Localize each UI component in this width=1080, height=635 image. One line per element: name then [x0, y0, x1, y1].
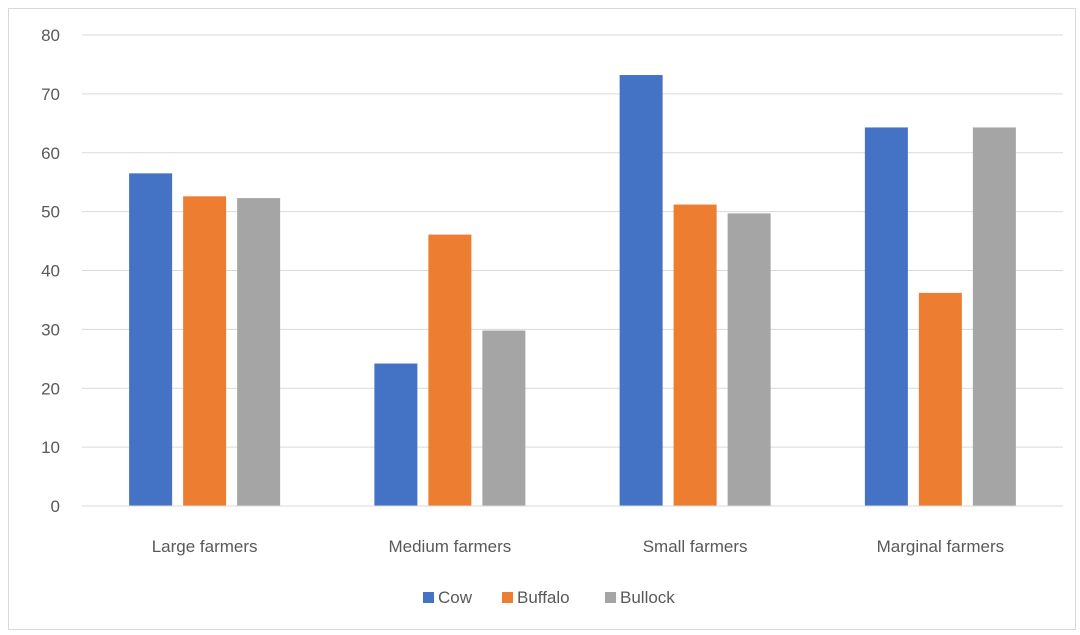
x-category-label: Medium farmers [388, 537, 511, 556]
y-tick-label: 30 [41, 320, 60, 339]
bar-buffalo-marginal-farmers [918, 292, 962, 506]
legend-label-buffalo: Buffalo [517, 588, 570, 607]
bars [129, 75, 1016, 507]
bar-bullock-medium-farmers [482, 330, 526, 506]
y-tick-label: 40 [41, 262, 60, 281]
x-axis: Large farmers Medium farmers Small farmers… [82, 505, 1063, 556]
bar-cow-marginal-farmers [864, 127, 908, 506]
legend-label-cow: Cow [438, 588, 473, 607]
bar-cow-large-farmers [129, 173, 173, 506]
bar-buffalo-small-farmers [673, 204, 717, 506]
legend-label-bullock: Bullock [620, 588, 675, 607]
bar-buffalo-medium-farmers [428, 234, 472, 506]
legend-swatch-bullock [605, 592, 616, 603]
x-category-label: Small farmers [643, 537, 748, 556]
y-tick-label: 50 [41, 203, 60, 222]
bar-cow-medium-farmers [374, 363, 418, 506]
y-tick-label: 80 [41, 26, 60, 45]
y-tick-label: 0 [51, 497, 60, 516]
gridlines [82, 34, 1063, 507]
y-tick-label: 20 [41, 379, 60, 398]
y-tick-label: 70 [41, 85, 60, 104]
bar-bullock-small-farmers [727, 213, 771, 507]
bar-bullock-marginal-farmers [972, 127, 1016, 506]
y-tick-label: 10 [41, 438, 60, 457]
x-category-label: Large farmers [152, 537, 258, 556]
bar-cow-small-farmers [619, 75, 663, 506]
legend-swatch-cow [423, 592, 434, 603]
legend: Cow Buffalo Bullock [423, 588, 675, 607]
x-category-label: Marginal farmers [877, 537, 1005, 556]
y-tick-label: 60 [41, 144, 60, 163]
y-axis: 0 10 20 30 40 50 60 70 80 [41, 26, 60, 516]
bar-buffalo-large-farmers [183, 196, 227, 506]
legend-swatch-buffalo [502, 592, 513, 603]
bar-bullock-large-farmers [237, 198, 281, 507]
